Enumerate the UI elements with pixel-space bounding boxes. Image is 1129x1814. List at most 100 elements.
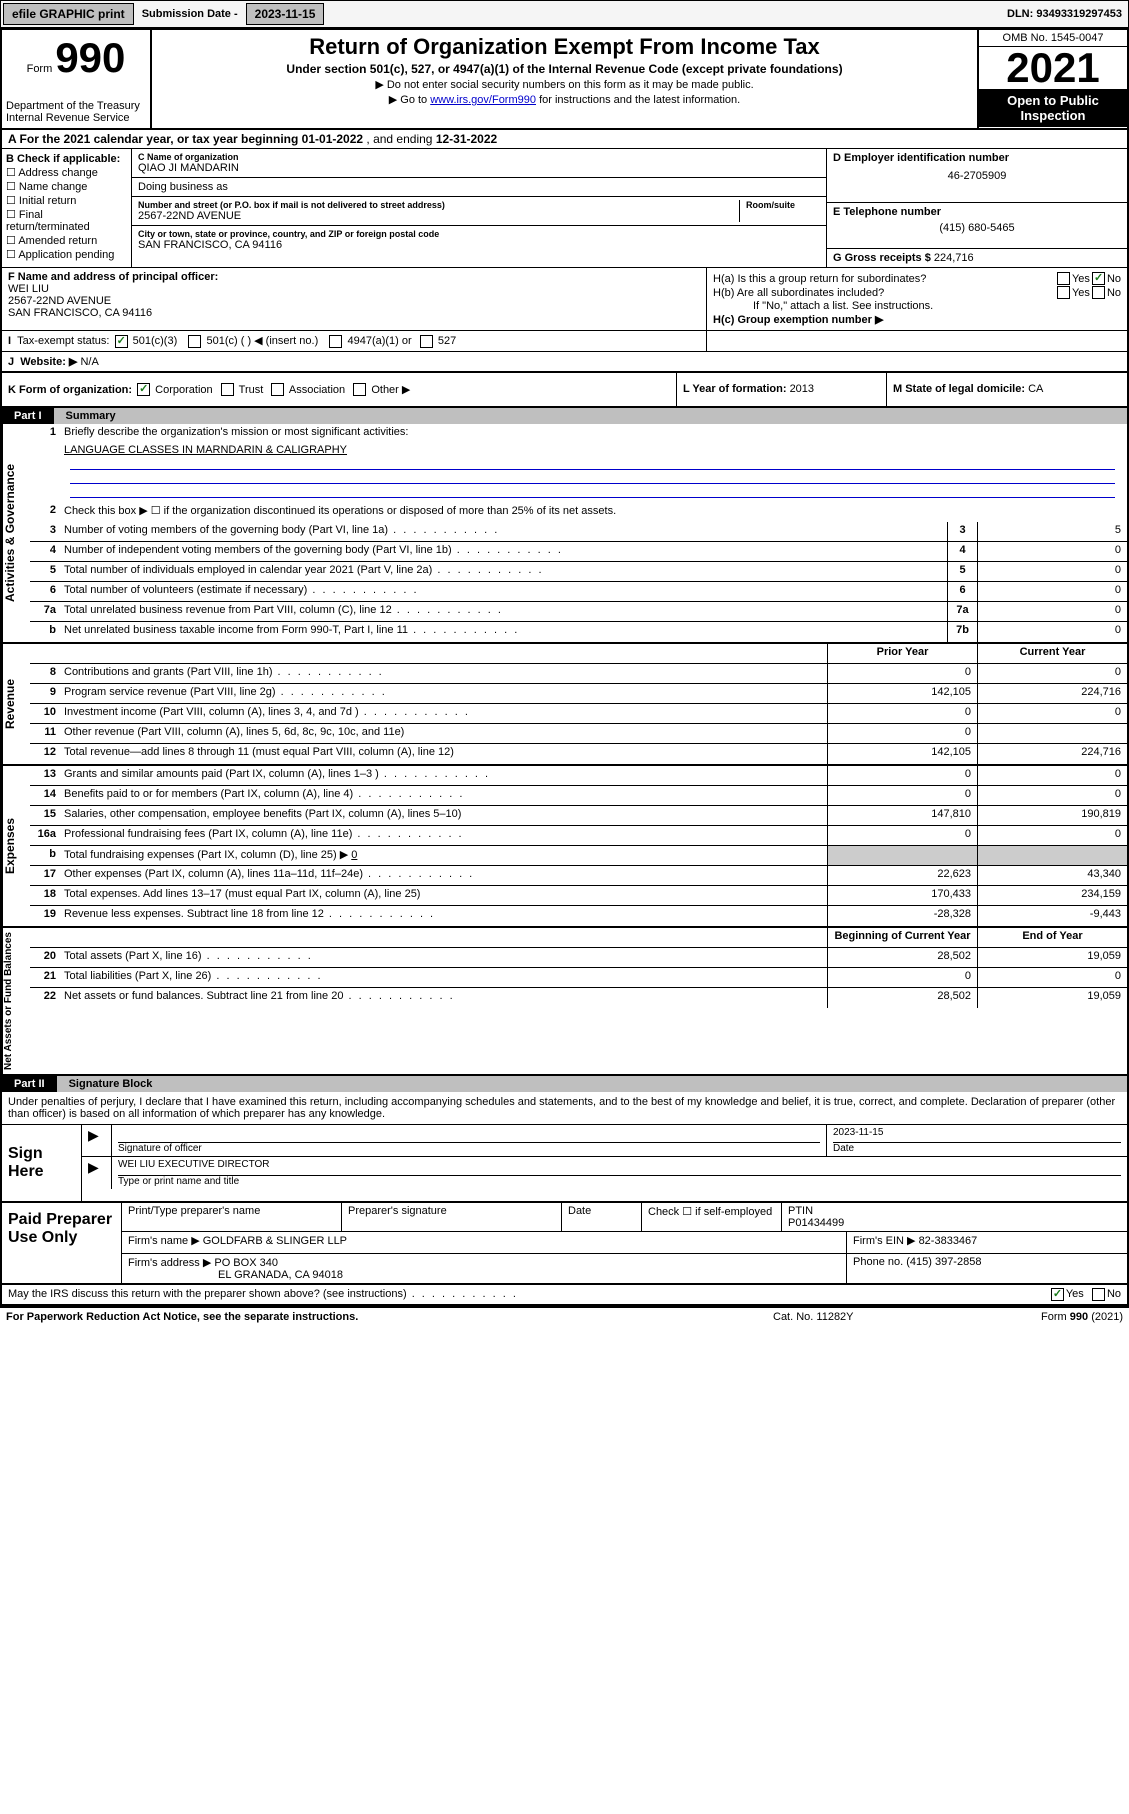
discuss-no-checkbox[interactable] xyxy=(1092,1288,1105,1301)
note-link-row: ▶ Go to www.irs.gov/Form990 for instruct… xyxy=(156,93,973,106)
ln22-text: Net assets or fund balances. Subtract li… xyxy=(60,988,827,1008)
penalty-statement: Under penalties of perjury, I declare th… xyxy=(2,1092,1127,1125)
ln14-num: 14 xyxy=(30,786,60,805)
h-a-row: H(a) Is this a group return for subordin… xyxy=(713,272,1121,285)
chk-app-pending[interactable]: ☐ Application pending xyxy=(6,248,127,261)
ln16b-num: b xyxy=(30,846,60,865)
ha-no: No xyxy=(1107,273,1121,285)
c-city-cell: City or town, state or province, country… xyxy=(132,226,826,254)
dept-irs: Internal Revenue Service xyxy=(6,112,146,124)
firm-addr1: PO BOX 340 xyxy=(214,1257,278,1269)
line-21: 21 Total liabilities (Part X, line 26) 0… xyxy=(30,968,1127,988)
ln16a-num: 16a xyxy=(30,826,60,845)
ln21-prior: 0 xyxy=(827,968,977,987)
i-label: Tax-exempt status: xyxy=(17,335,109,347)
c-dba-cell: Doing business as xyxy=(132,178,826,197)
m-state: M State of legal domicile: CA xyxy=(887,373,1127,407)
form-990: Form 990 Department of the Treasury Inte… xyxy=(0,28,1129,1308)
ln16b-label: Total fundraising expenses (Part IX, col… xyxy=(64,849,348,861)
ln9-num: 9 xyxy=(30,684,60,703)
row-a-tax-year: A For the 2021 calendar year, or tax yea… xyxy=(2,130,1127,149)
net-header: Beginning of Current Year End of Year xyxy=(30,928,1127,948)
hb-no-checkbox[interactable] xyxy=(1092,286,1105,299)
line-14: 14 Benefits paid to or for members (Part… xyxy=(30,786,1127,806)
sig-name-row: ▶ WEI LIU EXECUTIVE DIRECTOR Type or pri… xyxy=(82,1157,1127,1189)
ln22-num: 22 xyxy=(30,988,60,1008)
firm-name-cell: Firm's name ▶ GOLDFARB & SLINGER LLP xyxy=(122,1232,847,1253)
row-i: I Tax-exempt status: 501(c)(3) 501(c) ( … xyxy=(2,331,1127,352)
ln3-num: 3 xyxy=(30,522,60,541)
discuss-row: May the IRS discuss this return with the… xyxy=(2,1285,1127,1306)
i-501c3-checkbox[interactable] xyxy=(115,335,128,348)
efile-print-button[interactable]: efile GRAPHIC print xyxy=(3,3,134,25)
d-label: D Employer identification number xyxy=(833,152,1121,164)
ln16a-text: Professional fundraising fees (Part IX, … xyxy=(60,826,827,845)
firm-phone-cell: Phone no. (415) 397-2858 xyxy=(847,1254,1127,1283)
row-a-label: A For the 2021 calendar year, or tax yea… xyxy=(8,132,302,146)
ln5-text: Total number of individuals employed in … xyxy=(60,562,947,581)
ha-no-checkbox[interactable] xyxy=(1092,272,1105,285)
i-527-checkbox[interactable] xyxy=(420,335,433,348)
ln9-curr: 224,716 xyxy=(977,684,1127,703)
sig-officer-row: ▶ Signature of officer 2023-11-15 Date xyxy=(82,1125,1127,1157)
ln22-prior: 28,502 xyxy=(827,988,977,1008)
e-phone-cell: E Telephone number (415) 680-5465 xyxy=(827,203,1127,249)
k-assoc-checkbox[interactable] xyxy=(271,383,284,396)
ln4-text: Number of independent voting members of … xyxy=(60,542,947,561)
tax-year-begin: 01-01-2022 xyxy=(302,132,363,146)
ln13-curr: 0 xyxy=(977,766,1127,785)
firm-label: Firm's name ▶ xyxy=(128,1235,200,1247)
hb-no: No xyxy=(1107,287,1121,299)
ha-yes-checkbox[interactable] xyxy=(1057,272,1070,285)
hdr-begin: Beginning of Current Year xyxy=(827,928,977,947)
sig-name-val: WEI LIU EXECUTIVE DIRECTOR xyxy=(118,1159,1121,1170)
ln5-num: 5 xyxy=(30,562,60,581)
discuss-yes: Yes xyxy=(1066,1288,1084,1301)
i-501c-checkbox[interactable] xyxy=(188,335,201,348)
chk-name-change[interactable]: ☐ Name change xyxy=(6,180,127,193)
officer-city: SAN FRANCISCO, CA 94116 xyxy=(8,307,700,319)
k-trust-checkbox[interactable] xyxy=(221,383,234,396)
ln10-curr: 0 xyxy=(977,704,1127,723)
ln15-curr: 190,819 xyxy=(977,806,1127,825)
ln8-num: 8 xyxy=(30,664,60,683)
hdr-prior: Prior Year xyxy=(827,644,977,663)
chk-final-return[interactable]: ☐ Final return/terminated xyxy=(6,208,127,233)
irs-link[interactable]: www.irs.gov/Form990 xyxy=(430,94,536,106)
discuss-no: No xyxy=(1107,1288,1121,1301)
part-2-header: Part II Signature Block xyxy=(2,1076,1127,1092)
ln21-curr: 0 xyxy=(977,968,1127,987)
chk-initial-return[interactable]: ☐ Initial return xyxy=(6,194,127,207)
opt-final: Final return/terminated xyxy=(6,209,90,233)
ln11-num: 11 xyxy=(30,724,60,743)
header-right: OMB No. 1545-0047 2021 Open to Public In… xyxy=(977,30,1127,128)
submission-date-button[interactable]: 2023-11-15 xyxy=(246,3,325,25)
ln19-num: 19 xyxy=(30,906,60,926)
hb-yes-checkbox[interactable] xyxy=(1057,286,1070,299)
chk-address-change[interactable]: ☐ Address change xyxy=(6,166,127,179)
ln6-num: 6 xyxy=(30,582,60,601)
line-10: 10 Investment income (Part VIII, column … xyxy=(30,704,1127,724)
line-2: 2 Check this box ▶ ☐ if the organization… xyxy=(30,502,1127,522)
line-12: 12 Total revenue—add lines 8 through 11 … xyxy=(30,744,1127,764)
ln18-prior: 170,433 xyxy=(827,886,977,905)
discuss-yes-checkbox[interactable] xyxy=(1051,1288,1064,1301)
prep-h5: PTIN P01434499 xyxy=(782,1203,1127,1231)
ln14-prior: 0 xyxy=(827,786,977,805)
line-19: 19 Revenue less expenses. Subtract line … xyxy=(30,906,1127,926)
line-3: 3 Number of voting members of the govern… xyxy=(30,522,1127,542)
chk-amended[interactable]: ☐ Amended return xyxy=(6,234,127,247)
k-other-checkbox[interactable] xyxy=(353,383,366,396)
k-other: Other ▶ xyxy=(371,384,410,396)
footer-catno: Cat. No. 11282Y xyxy=(773,1311,973,1323)
section-b-through-g: B Check if applicable: ☐ Address change … xyxy=(2,149,1127,268)
g-label: G Gross receipts $ xyxy=(833,252,931,264)
ln20-text: Total assets (Part X, line 16) xyxy=(60,948,827,967)
i-4947-checkbox[interactable] xyxy=(329,335,342,348)
ln10-num: 10 xyxy=(30,704,60,723)
tab-expenses: Expenses xyxy=(2,766,30,926)
i-501c3: 501(c)(3) xyxy=(133,335,178,347)
ln10-text: Investment income (Part VIII, column (A)… xyxy=(60,704,827,723)
k-corp-checkbox[interactable] xyxy=(137,383,150,396)
ln12-curr: 224,716 xyxy=(977,744,1127,764)
